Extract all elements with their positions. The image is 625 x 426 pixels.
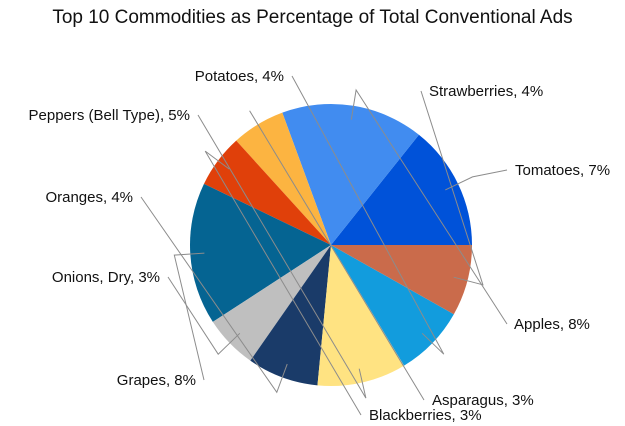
slice-label-tomatoes: Tomatoes, 7% — [515, 162, 610, 179]
slice-label-strawberries: Strawberries, 4% — [429, 83, 543, 100]
leader-line-3 — [204, 150, 362, 416]
leader-line-1 — [350, 88, 508, 325]
pie-slice-potatoes — [331, 245, 454, 366]
slice-label-peppers-bell-type: Peppers (Bell Type), 5% — [29, 107, 190, 124]
leader-line-0 — [445, 169, 508, 191]
pie-slice-apples — [282, 104, 419, 245]
slice-label-oranges: Oranges, 4% — [45, 189, 133, 206]
slice-label-potatoes: Potatoes, 4% — [195, 68, 284, 85]
slice-label-blackberries: Blackberries, 3% — [369, 407, 482, 424]
leader-line-2 — [249, 110, 425, 401]
pie-slice-tomatoes — [331, 134, 472, 245]
slice-label-onions-dry: Onions, Dry, 3% — [52, 269, 160, 286]
pie-slice-peppers-bell-type — [317, 245, 405, 387]
pie-slice-onions-dry — [212, 245, 331, 361]
slice-label-asparagus: Asparagus, 3% — [432, 392, 534, 409]
pie-slice-asparagus — [236, 112, 331, 246]
pie-slice-blackberries — [203, 140, 331, 245]
leader-line-8 — [291, 75, 445, 355]
chart-title: Top 10 Commodities as Percentage of Tota… — [52, 7, 573, 28]
leader-line-4 — [173, 252, 205, 381]
slice-label-apples: Apples, 8% — [514, 316, 590, 333]
leader-line-6 — [140, 196, 288, 394]
leader-line-9 — [420, 90, 484, 286]
pie-slice-strawberries — [331, 245, 472, 315]
leader-line-7 — [197, 114, 367, 399]
slice-label-grapes: Grapes, 8% — [117, 372, 196, 389]
pie-slice-oranges — [250, 245, 331, 386]
pie-slice-grapes — [189, 183, 331, 322]
leader-line-5 — [167, 276, 241, 355]
